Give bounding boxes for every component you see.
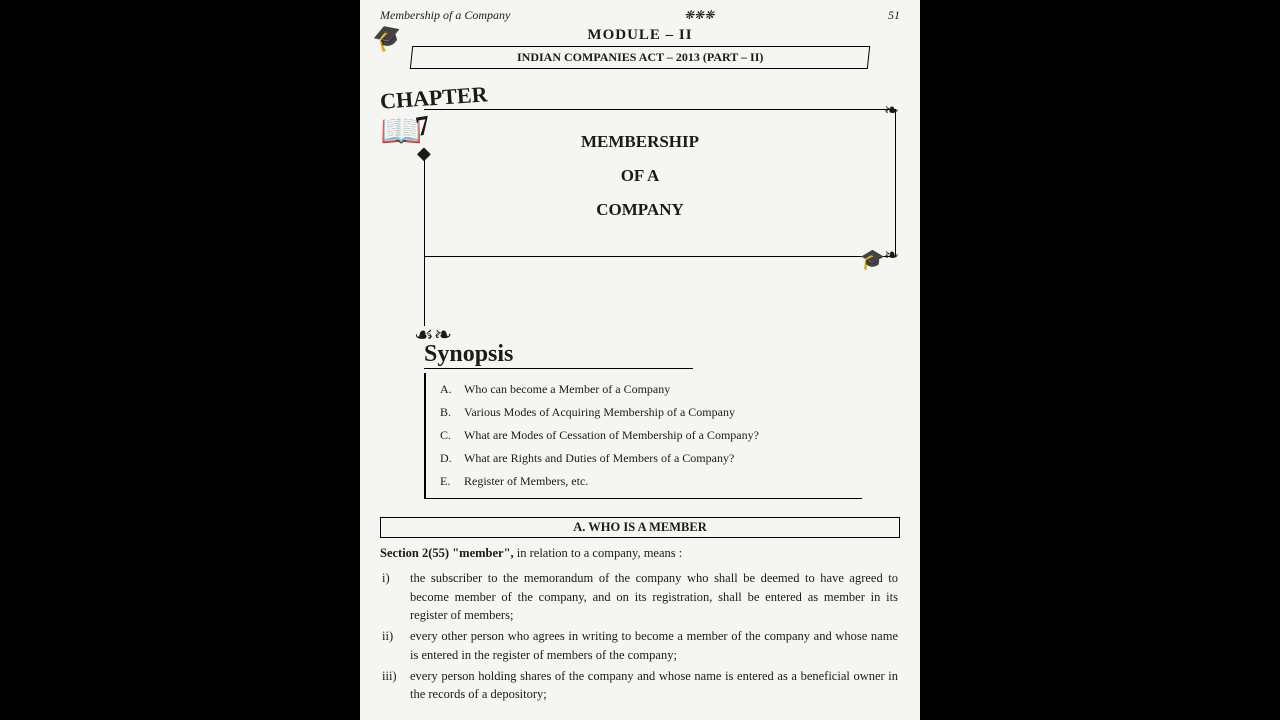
header-decorator: ❋❋❋ xyxy=(684,8,714,23)
list-item: C.What are Modes of Cessation of Members… xyxy=(440,425,860,446)
list-item: i)the subscriber to the memorandum of th… xyxy=(382,569,898,625)
list-item: B.Various Modes of Acquiring Membership … xyxy=(440,402,860,423)
title-line: OF A xyxy=(621,166,660,185)
module-subtitle: INDIAN COMPANIES ACT – 2013 (PART – II) xyxy=(517,50,763,65)
page-number: 51 xyxy=(888,8,900,23)
module-subtitle-frame: INDIAN COMPANIES ACT – 2013 (PART – II) xyxy=(410,46,870,69)
list-item: D.What are Rights and Duties of Members … xyxy=(440,448,860,469)
module-label: MODULE – II xyxy=(411,27,869,44)
ornament-icon: ❧ xyxy=(884,245,899,266)
list-item: ii)every other person who agrees in writ… xyxy=(382,627,898,665)
section-lead: Section 2(55) "member", in relation to a… xyxy=(380,544,900,563)
chapter-block: CHAPTER 📖 7 ❧ ❧ 🎓 ◆ ☙❧ MEMBERSHIP OF A C… xyxy=(380,91,900,291)
document-page: Membership of a Company ❋❋❋ 51 🎓 MODULE … xyxy=(360,0,920,720)
graduation-cap-icon: 🎓 xyxy=(369,19,407,56)
definition-list: i)the subscriber to the memorandum of th… xyxy=(380,567,900,706)
list-item: iii)every person holding shares of the c… xyxy=(382,667,898,705)
running-header: Membership of a Company ❋❋❋ 51 xyxy=(380,8,900,23)
ornament-icon: ❧ xyxy=(884,100,899,121)
synopsis-block: Synopsis A.Who can become a Member of a … xyxy=(424,341,900,499)
list-item: A.Who can become a Member of a Company xyxy=(440,379,860,400)
list-item: E.Register of Members, etc. xyxy=(440,471,860,492)
chapter-title: MEMBERSHIP OF A COMPANY xyxy=(380,125,900,227)
title-line: COMPANY xyxy=(596,200,684,219)
graduation-cap-icon: 🎓 xyxy=(860,247,885,272)
section-lead-bold: Section 2(55) "member", xyxy=(380,546,514,560)
module-heading: 🎓 MODULE – II INDIAN COMPANIES ACT – 201… xyxy=(411,27,869,69)
section-heading: A. WHO IS A MEMBER xyxy=(380,517,900,538)
section-lead-rest: in relation to a company, means : xyxy=(514,546,683,560)
fleuron-icon: ☙❧ xyxy=(414,322,452,348)
synopsis-list: A.Who can become a Member of a Company B… xyxy=(424,373,862,499)
running-title: Membership of a Company xyxy=(380,8,510,23)
synopsis-heading: Synopsis xyxy=(424,341,693,369)
title-line: MEMBERSHIP xyxy=(581,132,699,151)
